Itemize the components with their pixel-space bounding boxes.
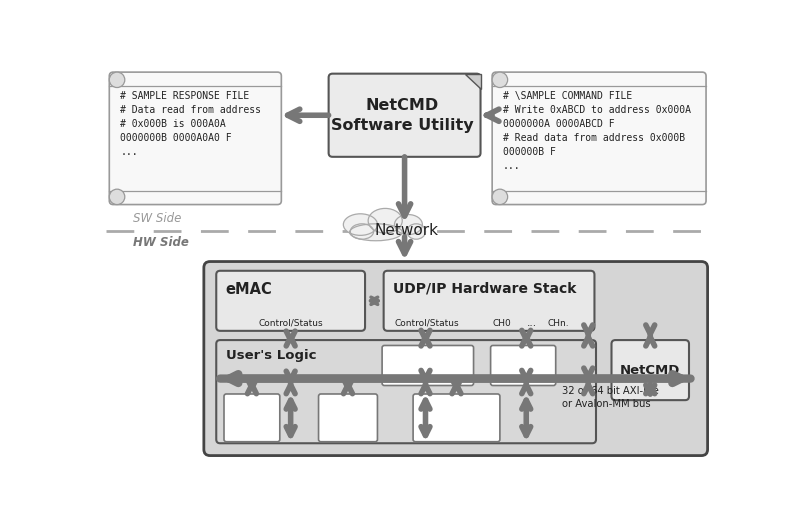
Ellipse shape — [394, 214, 422, 235]
Polygon shape — [465, 74, 481, 89]
Text: CHn.: CHn. — [548, 319, 570, 328]
Text: # \SAMPLE COMMAND FILE
# Write 0xABCD to address 0x000A
0000000A 0000ABCD F
# Re: # \SAMPLE COMMAND FILE # Write 0xABCD to… — [503, 91, 691, 171]
Circle shape — [110, 72, 125, 88]
Circle shape — [492, 189, 508, 204]
FancyBboxPatch shape — [204, 261, 708, 455]
Text: UDP/IP Hardware Stack: UDP/IP Hardware Stack — [393, 281, 576, 296]
Text: # SAMPLE RESPONSE FILE
# Data read from address
# 0x000B is 000A0A
0000000B 0000: # SAMPLE RESPONSE FILE # Data read from … — [120, 91, 261, 157]
FancyBboxPatch shape — [492, 72, 706, 204]
Text: CH0: CH0 — [492, 319, 511, 328]
Text: ...: ... — [526, 318, 537, 328]
Text: NetCMD
Software Utility: NetCMD Software Utility — [331, 98, 474, 133]
FancyBboxPatch shape — [216, 271, 365, 331]
FancyBboxPatch shape — [382, 345, 474, 386]
Ellipse shape — [350, 224, 402, 241]
Circle shape — [110, 189, 125, 204]
Ellipse shape — [343, 214, 378, 235]
FancyBboxPatch shape — [384, 271, 594, 331]
Text: Network: Network — [374, 223, 438, 238]
Text: Control/Status: Control/Status — [394, 319, 459, 328]
Circle shape — [492, 72, 508, 88]
FancyBboxPatch shape — [413, 394, 500, 442]
FancyBboxPatch shape — [490, 345, 556, 386]
Ellipse shape — [407, 224, 426, 239]
Text: Control/Status: Control/Status — [258, 319, 323, 328]
FancyBboxPatch shape — [110, 72, 282, 204]
Text: User's Logic: User's Logic — [226, 350, 316, 362]
Text: SW Side: SW Side — [133, 212, 181, 225]
Text: 32 or 64 bit AXI-lite
or Avalon-MM bus: 32 or 64 bit AXI-lite or Avalon-MM bus — [562, 386, 658, 409]
Ellipse shape — [350, 224, 374, 239]
Ellipse shape — [368, 209, 402, 233]
Text: eMAC: eMAC — [226, 281, 272, 297]
FancyBboxPatch shape — [329, 74, 481, 157]
FancyBboxPatch shape — [318, 394, 378, 442]
Text: HW Side: HW Side — [133, 236, 189, 249]
FancyBboxPatch shape — [216, 340, 596, 443]
FancyBboxPatch shape — [224, 394, 280, 442]
Text: NetCMD: NetCMD — [620, 364, 681, 377]
FancyBboxPatch shape — [611, 340, 689, 400]
